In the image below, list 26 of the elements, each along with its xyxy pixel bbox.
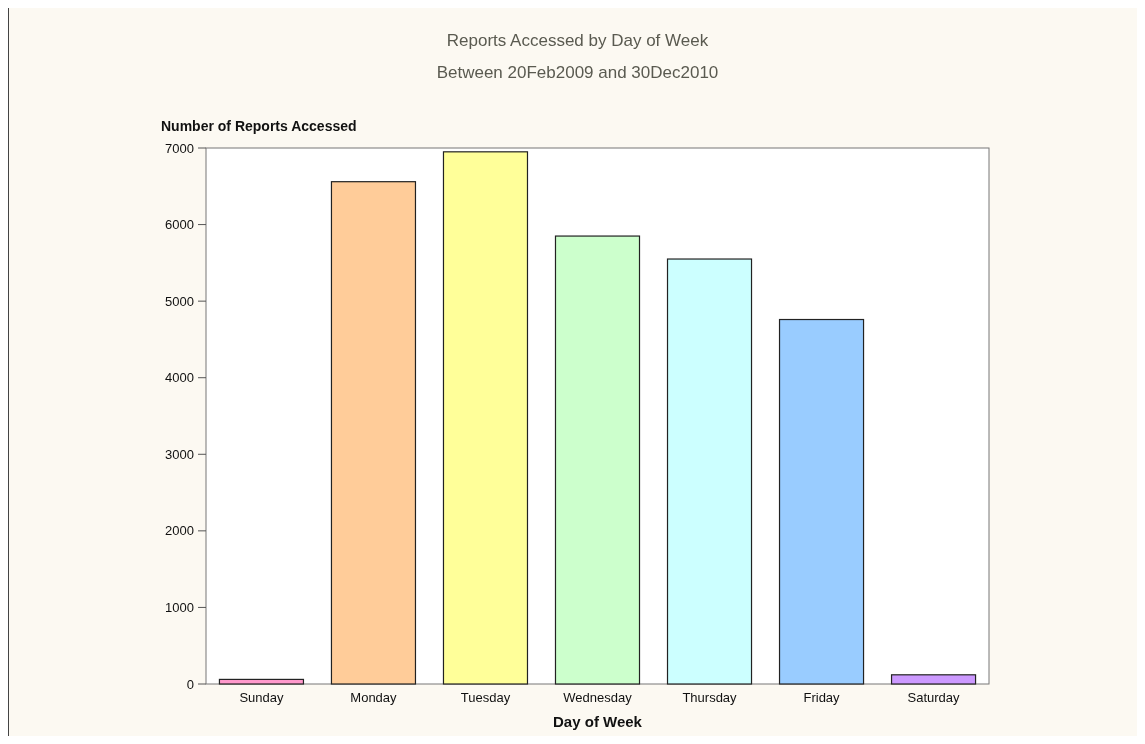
- x-tick-label: Friday: [803, 690, 841, 705]
- y-tick-label: 1000: [165, 599, 194, 615]
- x-tick-label: Saturday: [907, 690, 961, 705]
- x-tick-label: Thursday: [682, 690, 738, 705]
- chart-subtitle: Between 20Feb2009 and 30Dec2010: [436, 63, 719, 82]
- y-axis-title: Number of Reports Accessed: [161, 118, 357, 134]
- y-tick-label: 7000: [165, 140, 194, 156]
- y-tick-label: 6000: [165, 217, 194, 233]
- y-tick-label: 3000: [165, 446, 194, 462]
- bar: [666, 258, 753, 685]
- x-tick-label: Monday: [350, 690, 398, 705]
- x-axis-title: Day of Week: [553, 713, 643, 730]
- y-tick-label: 0: [186, 676, 194, 692]
- y-tick-label: 4000: [165, 370, 194, 386]
- chart-title: Reports Accessed by Day of Week: [446, 31, 709, 50]
- bar: [330, 181, 417, 685]
- bar: [218, 678, 305, 685]
- y-tick-label: 2000: [165, 523, 194, 539]
- bar: [778, 318, 865, 685]
- x-tick-label: Tuesday: [460, 690, 511, 705]
- bar: [442, 151, 529, 685]
- bar: [554, 235, 641, 685]
- x-tick-label: Sunday: [239, 690, 284, 705]
- x-tick-label: Wednesday: [563, 690, 633, 705]
- y-tick-label: 5000: [165, 293, 194, 309]
- bar: [890, 674, 977, 685]
